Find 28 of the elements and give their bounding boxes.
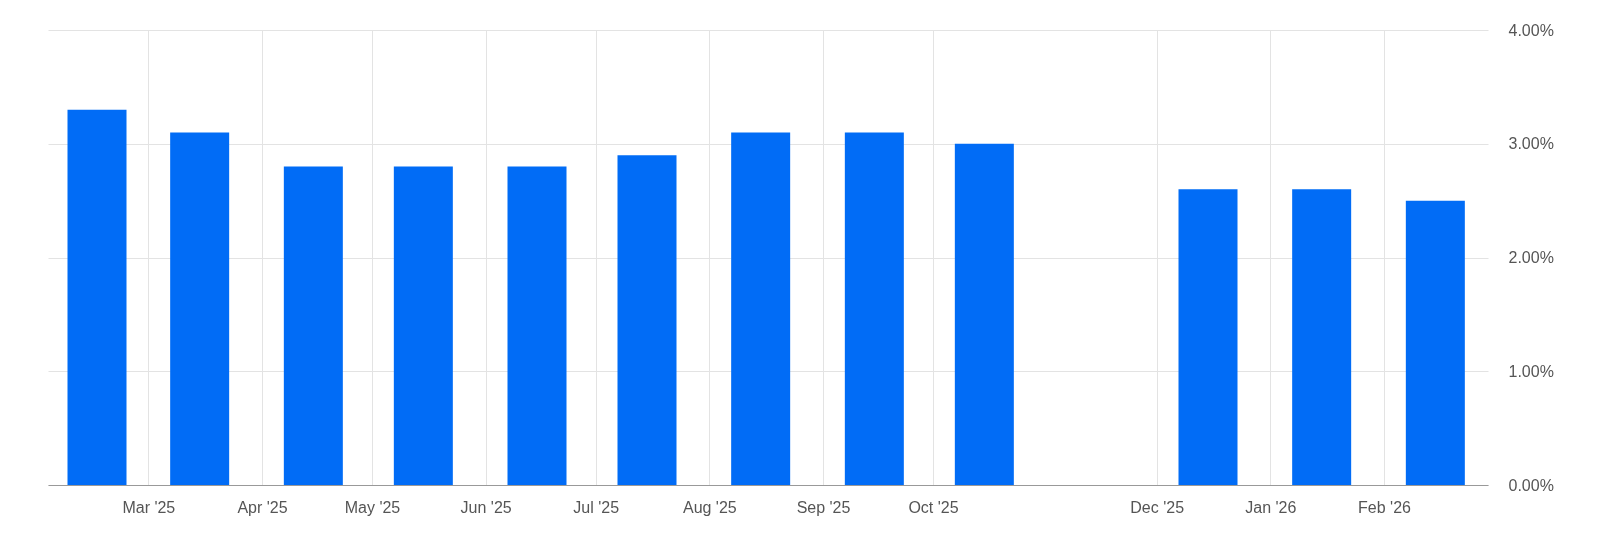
x-tick-label: Apr '25 (237, 498, 288, 516)
x-tick-label: Jan '26 (1245, 498, 1297, 516)
bar (393, 166, 453, 485)
bar (954, 143, 1014, 485)
x-tick-label: Oct '25 (908, 498, 959, 516)
x-tick-label: Feb '26 (1358, 498, 1412, 516)
bar (283, 166, 343, 485)
y-tick-label: 3.00% (1508, 135, 1554, 153)
bar (617, 155, 677, 485)
x-tick-label: Aug '25 (682, 498, 737, 516)
x-tick-label: Jun '25 (460, 498, 512, 516)
bar (507, 166, 567, 485)
x-tick-label: Mar '25 (122, 498, 176, 516)
bar (844, 132, 904, 485)
x-tick-label: Jul '25 (573, 498, 620, 516)
bar (170, 132, 230, 485)
bar (731, 132, 791, 485)
y-tick-label: 1.00% (1508, 362, 1554, 380)
x-tick-label: Dec '25 (1130, 498, 1185, 516)
bar (1178, 189, 1238, 485)
x-tick-label: Sep '25 (796, 498, 851, 516)
y-tick-label: 0.00% (1508, 476, 1554, 494)
y-tick-label: 4.00% (1508, 21, 1554, 39)
bar (1292, 189, 1352, 485)
bar (1405, 200, 1465, 485)
bar (67, 109, 127, 485)
y-tick-label: 2.00% (1508, 249, 1554, 266)
x-tick-label: May '25 (344, 498, 401, 516)
